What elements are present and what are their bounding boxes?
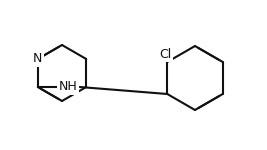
Text: N: N [33, 52, 42, 66]
Text: NH: NH [58, 81, 77, 93]
Text: Cl: Cl [159, 48, 171, 60]
